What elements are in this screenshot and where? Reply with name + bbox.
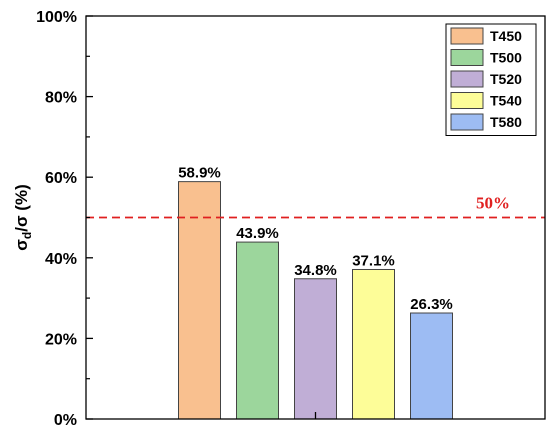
reference-line-label: 50% <box>476 194 510 213</box>
y-tick-label: 80% <box>45 90 77 107</box>
legend-swatch-t520 <box>450 70 484 88</box>
y-axis: 0% 20% 40% 60% 80% 100% <box>36 9 93 429</box>
data-labels-group: 58.9% 43.9% 34.8% 37.1% 26.3% <box>178 165 453 313</box>
y-tick-label: 100% <box>36 9 77 26</box>
legend-label-t540: T540 <box>490 93 522 109</box>
legend-label-t520: T520 <box>490 71 522 87</box>
legend-label-t450: T450 <box>490 28 522 44</box>
data-label-t520: 34.8% <box>294 262 337 279</box>
y-tick-label: 40% <box>45 251 77 268</box>
data-label-t540: 37.1% <box>352 252 395 269</box>
y-axis-label: σd/σ (%) <box>12 184 34 251</box>
data-label-t500: 43.9% <box>236 225 279 242</box>
data-label-t580: 26.3% <box>410 296 453 313</box>
bar-t520 <box>294 278 337 420</box>
y-axis-label-sigma: σ <box>12 239 31 251</box>
legend-label-t580: T580 <box>490 114 522 130</box>
data-label-t450: 58.9% <box>178 165 221 182</box>
bars-group <box>178 181 453 420</box>
y-axis-label-subscript: d <box>20 232 34 239</box>
bar-t540 <box>352 268 395 420</box>
legend-swatch-t500 <box>450 49 484 66</box>
legend-label-t500: T500 <box>490 50 522 66</box>
legend: T450 T500 T520 T540 T580 <box>445 23 537 136</box>
bar-t500 <box>236 241 279 420</box>
legend-swatch-t540 <box>450 92 484 109</box>
y-tick-label: 20% <box>45 331 77 348</box>
y-tick-label: 0% <box>54 412 77 429</box>
bar-t450 <box>178 181 221 420</box>
legend-swatch-t450 <box>450 27 484 45</box>
y-axis-label-rest: /σ (%) <box>12 184 31 232</box>
y-tick-label: 60% <box>45 170 77 187</box>
bar-t580 <box>410 312 453 420</box>
legend-swatch-t580 <box>450 113 484 131</box>
